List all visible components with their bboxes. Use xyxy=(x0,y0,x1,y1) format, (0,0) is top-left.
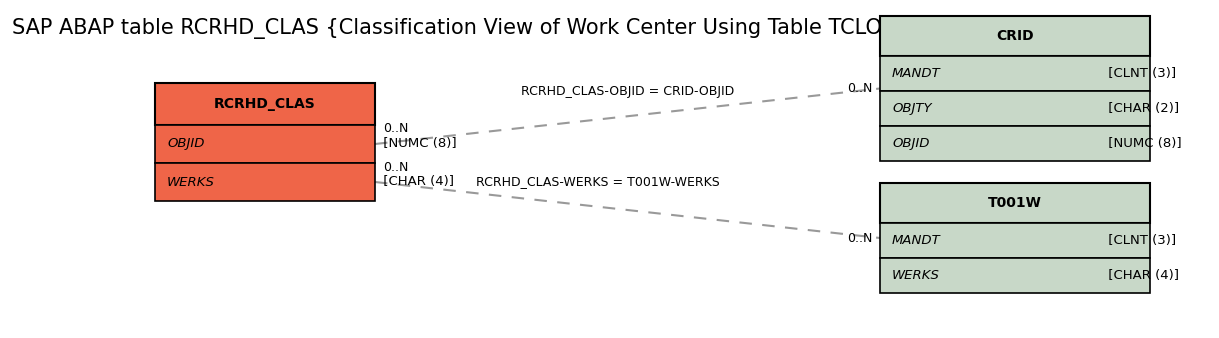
Text: [CHAR (2)]: [CHAR (2)] xyxy=(1104,102,1179,115)
Text: SAP ABAP table RCRHD_CLAS {Classification View of Work Center Using Table TCLO}: SAP ABAP table RCRHD_CLAS {Classificatio… xyxy=(12,18,895,39)
Text: [CHAR (4)]: [CHAR (4)] xyxy=(1104,269,1179,282)
Text: T001W: T001W xyxy=(989,196,1042,210)
Text: 0..N: 0..N xyxy=(383,122,408,136)
Text: CRID: CRID xyxy=(996,29,1034,43)
Text: WERKS: WERKS xyxy=(167,175,215,189)
Bar xyxy=(155,83,375,125)
Bar xyxy=(880,16,1150,56)
Bar xyxy=(880,56,1150,91)
Text: MANDT: MANDT xyxy=(892,234,941,247)
Bar xyxy=(880,258,1150,293)
Text: 0..N: 0..N xyxy=(847,82,872,95)
Bar xyxy=(880,223,1150,258)
Text: 0..N: 0..N xyxy=(847,232,872,244)
Text: RCRHD_CLAS: RCRHD_CLAS xyxy=(215,97,316,111)
Text: [NUMC (8)]: [NUMC (8)] xyxy=(379,138,457,150)
Bar xyxy=(880,91,1150,126)
Bar xyxy=(155,163,375,201)
Text: OBJID: OBJID xyxy=(892,137,930,150)
Text: OBJTY: OBJTY xyxy=(892,102,931,115)
Bar xyxy=(880,183,1150,223)
Text: WERKS: WERKS xyxy=(892,269,940,282)
Text: MANDT: MANDT xyxy=(892,67,941,80)
Bar xyxy=(880,126,1150,161)
Text: [NUMC (8)]: [NUMC (8)] xyxy=(1104,137,1181,150)
Text: RCRHD_CLAS-OBJID = CRID-OBJID: RCRHD_CLAS-OBJID = CRID-OBJID xyxy=(521,85,734,98)
Text: 0..N: 0..N xyxy=(383,161,408,173)
Text: [CHAR (4)]: [CHAR (4)] xyxy=(379,175,453,189)
Text: OBJID: OBJID xyxy=(167,138,205,150)
Text: [CLNT (3)]: [CLNT (3)] xyxy=(1104,67,1176,80)
Text: [CLNT (3)]: [CLNT (3)] xyxy=(1104,234,1176,247)
Text: RCRHD_CLAS-WERKS = T001W-WERKS: RCRHD_CLAS-WERKS = T001W-WERKS xyxy=(475,175,719,189)
Bar xyxy=(155,125,375,163)
